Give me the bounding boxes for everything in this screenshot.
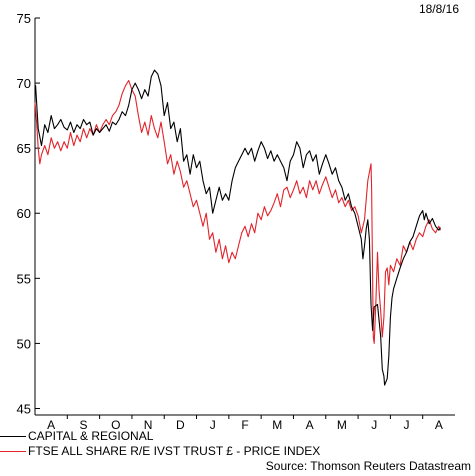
x-tick-label: O	[111, 418, 120, 432]
legend-label-2: FTSE ALL SHARE R/E IVST TRUST £ - PRICE …	[28, 444, 321, 458]
series-line-2	[34, 79, 442, 344]
legend-swatch-1	[0, 436, 26, 438]
date-label: 18/8/16	[418, 2, 459, 16]
x-tick-label: A	[306, 418, 314, 432]
y-tick-label: 65	[17, 141, 31, 156]
series-line-1	[34, 69, 441, 386]
y-tick-label: 50	[17, 336, 31, 351]
y-tick-label: 60	[17, 206, 31, 221]
plot-area	[34, 69, 442, 386]
legend-swatch-2	[0, 451, 26, 453]
y-tick-label: 75	[17, 11, 31, 26]
x-tick-label: A	[435, 418, 443, 432]
x-tick-label: J	[371, 418, 377, 432]
y-tick-label: 70	[17, 76, 31, 91]
y-tick-label: 55	[17, 271, 31, 286]
x-tick-label: F	[241, 418, 248, 432]
x-tick-label: M	[272, 418, 282, 432]
x-tick-label: A	[47, 418, 55, 432]
x-tick-label: S	[79, 418, 87, 432]
x-tick-label: M	[337, 418, 347, 432]
chart-axes: 45 50 55 60 65 70 75 A S O N D J F M A M J J A	[17, 11, 455, 432]
y-tick-label: 45	[17, 401, 31, 416]
x-tick-label: N	[144, 418, 153, 432]
legend-entry-1: CAPITAL & REGIONAL	[0, 429, 153, 443]
x-tick-label: J	[210, 418, 216, 432]
x-tick-label: D	[176, 418, 185, 432]
legend-entry-2: FTSE ALL SHARE R/E IVST TRUST £ - PRICE …	[0, 444, 320, 458]
x-tick-label: J	[404, 418, 410, 432]
legend-label-1: CAPITAL & REGIONAL	[28, 429, 154, 443]
source-note: Source: Thomson Reuters Datastream	[265, 459, 471, 473]
